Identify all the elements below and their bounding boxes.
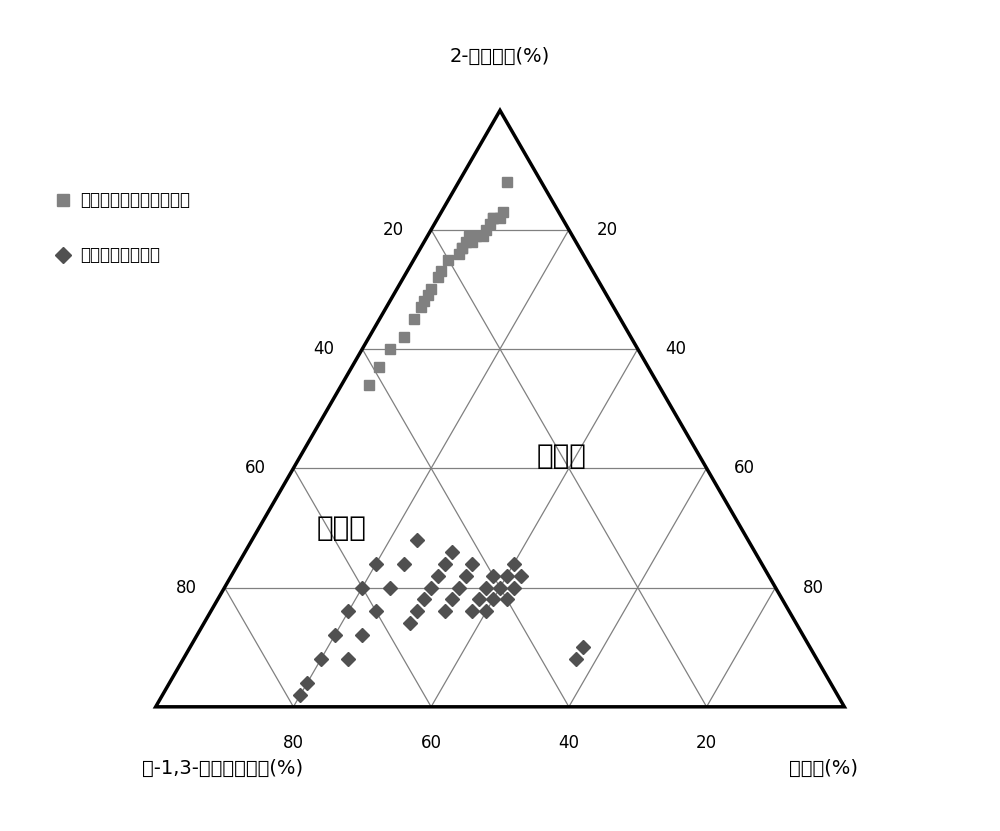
Text: 80: 80	[176, 578, 197, 597]
Text: 正辛烷(%): 正辛烷(%)	[789, 759, 858, 778]
Text: 顺-1,3-二甲基环己烷(%): 顺-1,3-二甲基环己烷(%)	[142, 759, 303, 778]
Text: 60: 60	[421, 735, 442, 752]
Text: 40: 40	[558, 735, 579, 752]
Text: 60: 60	[245, 460, 266, 477]
Text: 2-甲基庚烷(%): 2-甲基庚烷(%)	[450, 47, 550, 66]
Text: 20: 20	[696, 735, 717, 752]
Text: 80: 80	[803, 578, 824, 597]
Text: 40: 40	[665, 340, 686, 358]
Text: 60: 60	[734, 460, 755, 477]
Text: 塔里木盆地油型气: 塔里木盆地油型气	[80, 246, 160, 264]
Text: 20: 20	[382, 221, 404, 238]
Text: 40: 40	[314, 340, 335, 358]
Text: 鄂尔多斯盆地上古煤成气: 鄂尔多斯盆地上古煤成气	[80, 191, 190, 209]
Text: 80: 80	[283, 735, 304, 752]
Text: 20: 20	[596, 221, 618, 238]
Text: 油型气: 油型气	[537, 442, 587, 470]
Text: 煤型气: 煤型气	[317, 514, 367, 542]
